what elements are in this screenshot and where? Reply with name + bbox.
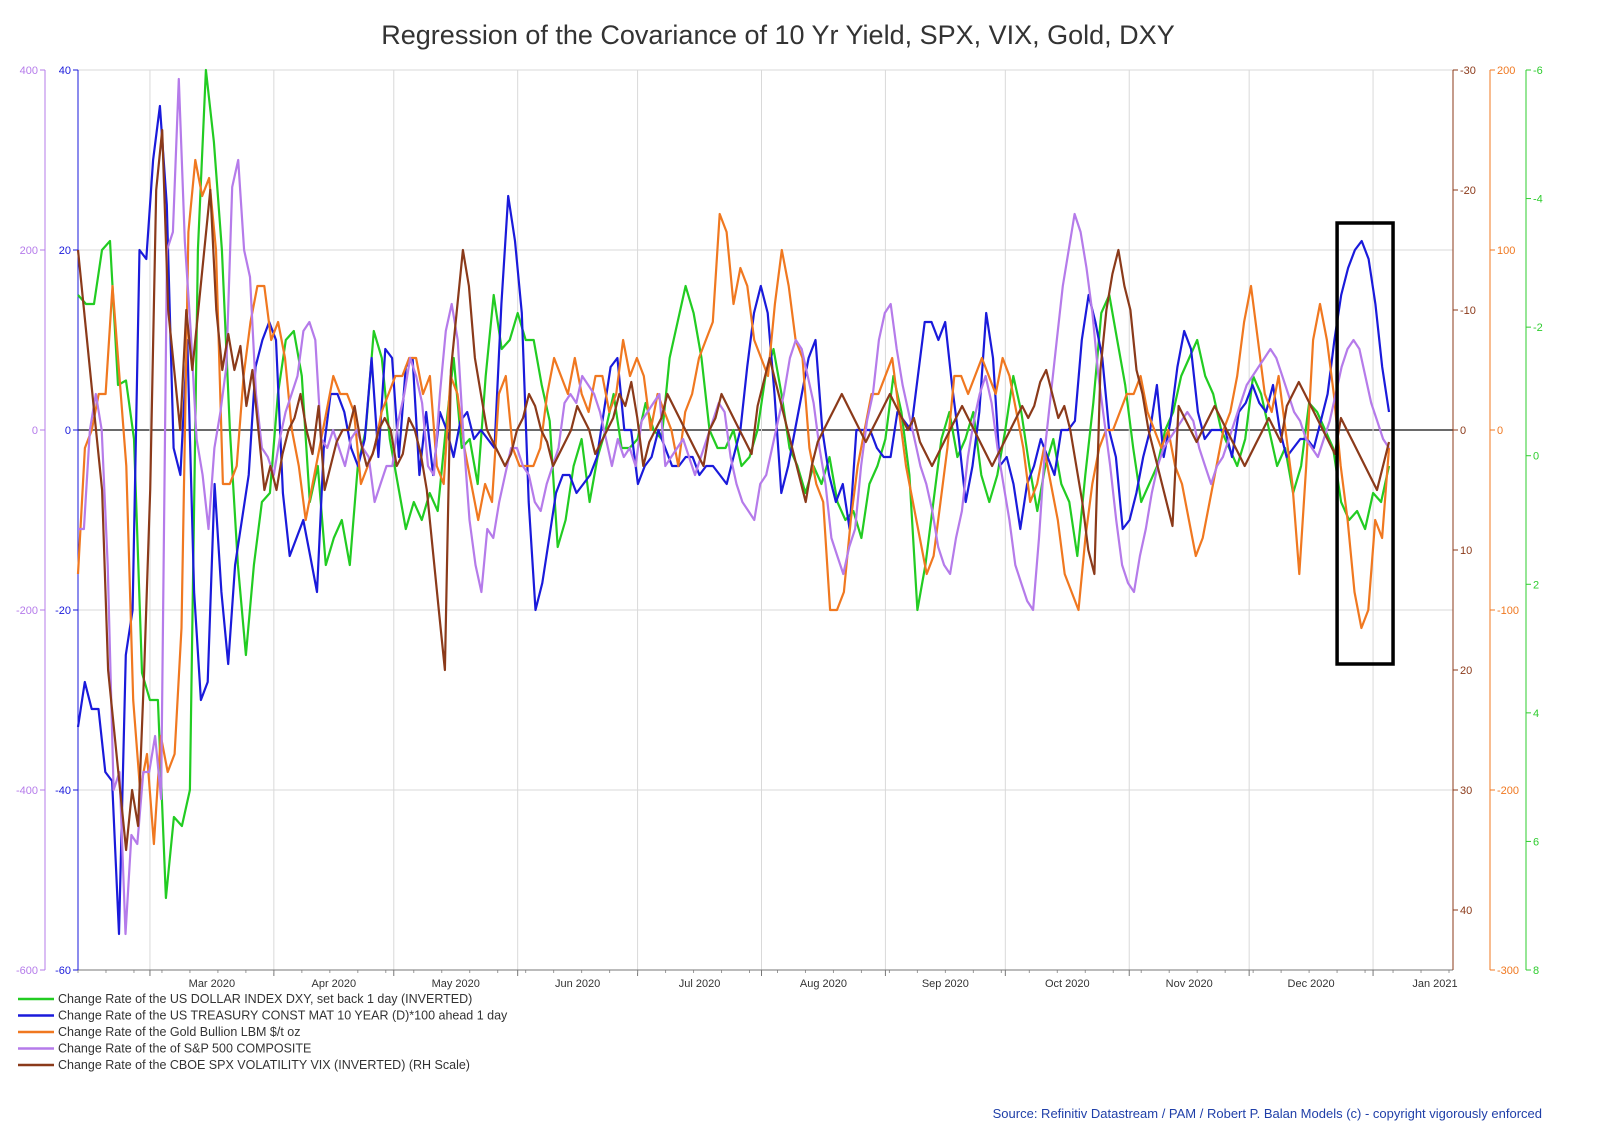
right_brown-tick-label: 20 <box>1460 665 1472 677</box>
x-tick-label: Dec 2020 <box>1288 978 1335 990</box>
x-tick-label: Aug 2020 <box>800 978 847 990</box>
right_orange-tick-label: -100 <box>1497 605 1519 617</box>
right_brown-tick-label: 0 <box>1460 425 1466 437</box>
right_green-tick-label: 6 <box>1533 836 1539 848</box>
x-tick-label: Jul 2020 <box>679 978 721 990</box>
x-tick-label: Apr 2020 <box>311 978 356 990</box>
axes: Mar 2020 Apr 2020 May 2020 Jun 2020 Jul 2020… <box>16 65 1543 990</box>
left_blue-tick-label: 40 <box>59 65 71 77</box>
right_green-tick-label: 4 <box>1533 708 1539 720</box>
x-tick-label: Nov 2020 <box>1166 978 1213 990</box>
right_green-tick-label: 8 <box>1533 965 1539 977</box>
source-note: Source: Refinitiv Datastream / PAM / Rob… <box>993 1106 1542 1121</box>
x-tick-label: Oct 2020 <box>1045 978 1090 990</box>
left_blue-tick-label: -20 <box>55 605 71 617</box>
left_blue-tick-label: 0 <box>65 425 71 437</box>
right_brown-tick-label: 10 <box>1460 545 1472 557</box>
right_brown-tick-label: 40 <box>1460 905 1472 917</box>
x-tick-label: Sep 2020 <box>922 978 969 990</box>
right_green-tick-label: 2 <box>1533 579 1539 591</box>
legend-item: Change Rate of the CBOE SPX VOLATILITY V… <box>58 1058 470 1072</box>
series-line-4 <box>76 128 1391 852</box>
left_blue-tick-label: -60 <box>55 965 71 977</box>
left_purple-tick-label: 400 <box>20 65 38 77</box>
x-tick-label: Jan 2021 <box>1412 978 1457 990</box>
right_brown-tick-label: -30 <box>1460 65 1476 77</box>
series-lines <box>76 68 1391 936</box>
left_blue-tick-label: 20 <box>59 245 71 257</box>
legend: Change Rate of the US DOLLAR INDEX DXY, … <box>18 992 508 1072</box>
series-line-3 <box>78 77 1390 936</box>
chart-title: Regression of the Covariance of 10 Yr Yi… <box>381 20 1174 50</box>
right_brown-tick-label: 30 <box>1460 785 1472 797</box>
legend-item: Change Rate of the US DOLLAR INDEX DXY, … <box>58 992 472 1006</box>
right_green-tick-label: -2 <box>1533 322 1543 334</box>
x-tick-label: May 2020 <box>432 978 480 990</box>
right_green-tick-label: -4 <box>1533 194 1543 206</box>
left_purple-tick-label: 200 <box>20 245 38 257</box>
series-line-2 <box>76 158 1391 846</box>
right_brown-tick-label: -10 <box>1460 305 1476 317</box>
right_brown-tick-label: -20 <box>1460 185 1476 197</box>
right_orange-tick-label: 100 <box>1497 245 1515 257</box>
x-tick-label: Jun 2020 <box>555 978 600 990</box>
legend-item: Change Rate of the US TREASURY CONST MAT… <box>58 1009 508 1023</box>
left_purple-tick-label: -400 <box>16 785 38 797</box>
right_orange-tick-label: 200 <box>1497 65 1515 77</box>
series-line-1 <box>76 104 1391 936</box>
legend-item: Change Rate of the Gold Bullion LBM $/t … <box>58 1025 301 1039</box>
left_purple-tick-label: -200 <box>16 605 38 617</box>
right_orange-tick-label: -300 <box>1497 965 1519 977</box>
right_green-tick-label: -6 <box>1533 65 1543 77</box>
right_orange-tick-label: -200 <box>1497 785 1519 797</box>
right_green-tick-label: 0 <box>1533 451 1539 463</box>
x-tick-label: Mar 2020 <box>189 978 235 990</box>
left_purple-tick-label: -600 <box>16 965 38 977</box>
highlight-box <box>1335 221 1395 666</box>
legend-item: Change Rate of the of S&P 500 COMPOSITE <box>58 1042 311 1056</box>
left_blue-tick-label: -40 <box>55 785 71 797</box>
right_orange-tick-label: 0 <box>1497 425 1503 437</box>
left_purple-tick-label: 0 <box>32 425 38 437</box>
grid-lines <box>78 69 1453 971</box>
